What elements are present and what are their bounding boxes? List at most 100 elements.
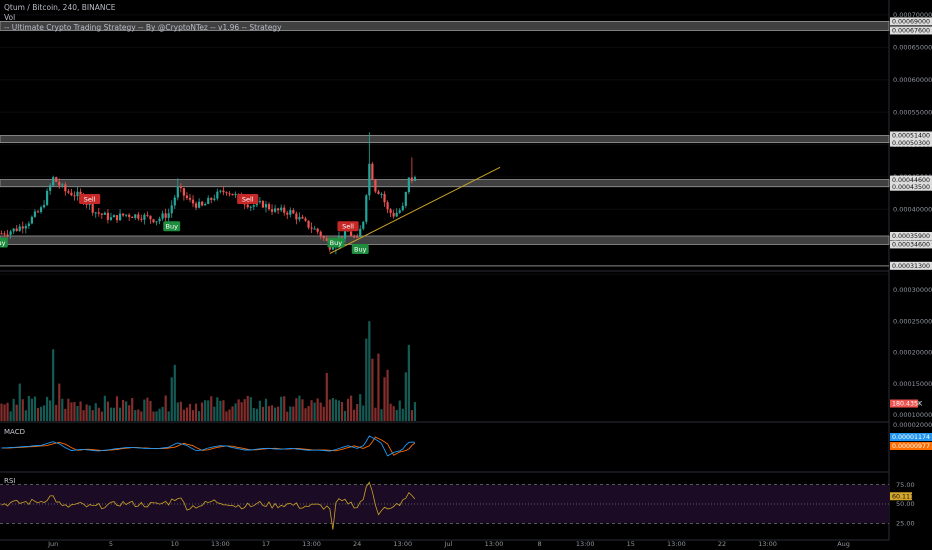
volume-bar [240, 402, 243, 421]
time-tick-label: 5 [109, 540, 113, 548]
zone-price-tag [890, 131, 932, 140]
candle-body [158, 218, 161, 222]
volume-bar [49, 400, 52, 421]
price-zone [0, 135, 890, 144]
volume-bar [0, 403, 3, 421]
candle-body [167, 213, 170, 218]
time-tick-label: 22 [718, 540, 726, 548]
volume-bar [143, 399, 146, 421]
volume-bar [331, 398, 334, 421]
zone-price-tag-label: 0.00031300 [892, 263, 930, 270]
zone-price-tag [890, 261, 932, 270]
zone-price-tag-label: 0.00034600 [892, 242, 930, 249]
buy-signal-box [327, 237, 345, 248]
signal-labels: uy Sell Buy Sell Sell Buy Buy [0, 194, 369, 254]
rsi-title[interactable]: RSI [4, 477, 16, 485]
rsi-level-label: 75.00 [896, 481, 915, 489]
volume-bar [407, 344, 410, 421]
candle-body [398, 210, 401, 213]
candle-body [152, 219, 155, 223]
candle-body [407, 177, 410, 193]
volume-bar [216, 397, 219, 421]
volume-bar [228, 409, 231, 421]
candle-body [179, 186, 182, 189]
volume-legend[interactable]: Vol [4, 13, 16, 22]
volume-bar [112, 407, 116, 421]
candle-body [36, 211, 40, 213]
candle-body [213, 198, 216, 200]
candle-body [353, 236, 356, 238]
volume-bar [225, 411, 228, 421]
candle-body [225, 192, 228, 194]
candle-body [39, 207, 43, 212]
candle-body [131, 216, 134, 218]
volume-bar [21, 399, 24, 421]
price-zone [0, 235, 890, 245]
volume-bar [401, 408, 404, 421]
candle-body [201, 201, 204, 206]
candle-body [33, 211, 37, 217]
candle-body [343, 230, 347, 239]
volume-bar [410, 410, 413, 421]
volume-bar [88, 405, 91, 421]
volume-bar [277, 406, 280, 421]
candle-body [70, 192, 73, 196]
candle-body [170, 205, 173, 214]
time-tick-label: 13:00 [667, 540, 686, 548]
time-tick-label: 13:00 [211, 540, 230, 548]
candle-body [134, 214, 137, 218]
volume-bar [353, 409, 356, 421]
volume-current-label: 180.435K [892, 401, 923, 408]
buy-signal-label: Buy [354, 245, 367, 253]
rsi-level-label: 25.00 [896, 520, 915, 528]
candle-body [73, 195, 76, 197]
candle-body [18, 226, 21, 231]
volume-bar [24, 410, 27, 421]
candle-body [377, 191, 380, 194]
strategy-legend[interactable]: -- Ultimate Crypto Trading Strategy -- B… [4, 23, 282, 32]
volume-bar [413, 402, 417, 421]
candle-body [143, 214, 146, 220]
volume-bar [249, 397, 252, 421]
buy-signal-box [0, 237, 8, 248]
volume-bar [207, 400, 210, 421]
candle-body [249, 206, 252, 208]
volume-bar [158, 408, 161, 421]
volume-bar [73, 402, 76, 421]
volume-bar [61, 398, 64, 421]
time-tick-label: 10 [171, 540, 179, 548]
candle-body [313, 228, 316, 230]
zone-price-tag-label: 0.00035900 [892, 233, 930, 240]
volume-bar [234, 403, 237, 421]
volume-bar [255, 408, 258, 421]
time-axis[interactable]: Jun 5 10 13:00 17 13:00 24 13:00 Jul 13:00 8 13:00 1… [47, 540, 850, 548]
candle-body [140, 218, 143, 220]
macd-signal-line [1, 436, 416, 456]
volume-bar [295, 398, 298, 421]
candle-body [88, 203, 91, 205]
symbol-legend[interactable]: Qtum / Bitcoin, 240, BINANCE [4, 3, 116, 12]
volume-bar [131, 397, 134, 421]
zone-price-tag-label: 0.00050300 [892, 140, 930, 147]
volume-bar [264, 398, 268, 421]
time-tick-label: 24 [353, 540, 361, 548]
price-axis[interactable]: 0.000350000.000400000.000450000.00050000… [890, 11, 932, 528]
candle-body [204, 204, 207, 206]
volume-bar [258, 400, 261, 421]
volume-bar [213, 406, 216, 421]
volume-bar [103, 395, 106, 421]
macd-title[interactable]: MACD [4, 428, 25, 436]
rsi-current-tag [890, 492, 912, 501]
volume-bar [140, 411, 143, 421]
volume-bar [392, 406, 395, 421]
volume-bar [52, 349, 55, 421]
volume-bar [383, 377, 386, 421]
candle-body [295, 213, 298, 220]
candle-body [210, 198, 213, 200]
volume-bar [322, 406, 325, 421]
macd-value-label: 0.00001174 [892, 434, 930, 441]
candle-body [79, 191, 82, 195]
volume-bar [371, 358, 374, 421]
buy-signal-label: Buy [330, 239, 343, 247]
